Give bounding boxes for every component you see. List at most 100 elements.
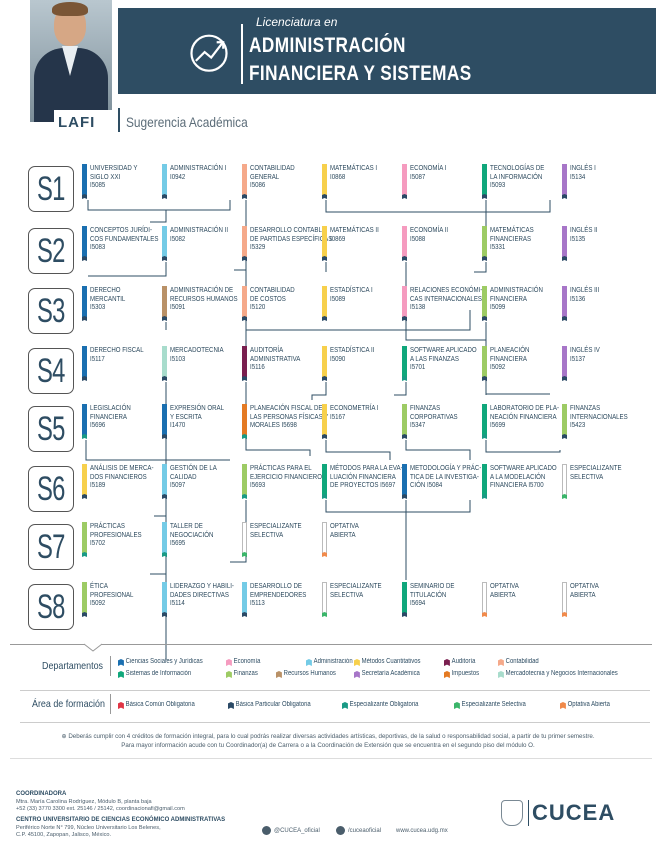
area-flag-icon [322, 256, 327, 261]
course-name: DOS FINANCIEROS [90, 471, 147, 481]
department-color-bar [82, 404, 87, 438]
department-color-bar [482, 404, 487, 438]
course-code: I5695 [170, 538, 186, 548]
course-name: CONTABILIDAD [250, 163, 295, 172]
course-name: SOFTWARE APLICADO [410, 345, 477, 354]
course-code: I5135 [570, 233, 586, 243]
department-color-bar [242, 164, 247, 198]
area-legend-item: Especializante Selectiva [454, 701, 526, 709]
flag-icon [306, 659, 312, 666]
area-flag-icon [242, 256, 247, 261]
facebook-icon [336, 826, 345, 835]
department-color-bar [82, 464, 87, 498]
department-color-bar [562, 286, 567, 320]
course-card: TECNOLOGÍAS DE LA INFORMACIÓN I5093 [482, 163, 554, 204]
course-code: I5696 [90, 420, 106, 430]
area-flag-icon [82, 494, 87, 499]
course-card: CONCEPTOS JURÍDI- COS FUNDAMENTALES I5083 [82, 225, 159, 266]
department-color-bar [562, 346, 567, 380]
department-color-bar [162, 226, 167, 260]
area-flag-icon [82, 552, 87, 557]
course-name: FINANCIERA [490, 353, 528, 363]
flag-icon [354, 671, 360, 678]
area-flag-icon [82, 376, 87, 381]
course-code: I5423 [570, 420, 586, 430]
course-code: I1470 [170, 420, 186, 430]
course-name: FINANCIERA [490, 293, 528, 303]
course-name: SELECTIVA [330, 589, 364, 599]
course-code: I5134 [570, 171, 586, 181]
department-legend-item: Métodos Cuantitativos [354, 658, 421, 666]
course-card: UNIVERSIDAD Y SIGLO XXI I5085 [82, 163, 154, 204]
header: LAFI Licenciatura en ADMINISTRACIÓN FINA… [0, 0, 656, 132]
course-card: AUDITORÍA ADMINISTRATIVA I5116 [242, 345, 314, 386]
flag-icon [444, 659, 450, 666]
course-name: ANÁLISIS DE MERCA- [90, 463, 154, 472]
department-color-bar [402, 286, 407, 320]
semester-label: S8 [28, 584, 74, 630]
area-flag-icon [82, 316, 87, 321]
course-name: EXPRESIÓN ORAL [170, 403, 224, 412]
course-code: I5136 [570, 293, 586, 303]
course-card: LABORATORIO DE PLA- NEACIÓN FINANCIERA I56… [482, 403, 559, 444]
divider [10, 644, 652, 645]
flag-icon [444, 671, 450, 678]
course-name: ABIERTA [490, 589, 516, 599]
area-flag-icon [402, 612, 407, 617]
flag-icon [342, 702, 348, 709]
course-card: ESTADÍSTICA II I5090 [322, 345, 394, 386]
course-name: MATEMÁTICAS II [330, 225, 379, 234]
course-name: PLANEACIÓN [490, 345, 530, 354]
course-name: OPTATIVA [570, 581, 599, 590]
course-code: I5167 [330, 411, 346, 421]
course-name: DADES DIRECTIVAS [170, 589, 229, 599]
course-name: INGLÉS IV [570, 345, 600, 354]
area-flag-icon [482, 434, 487, 439]
course-card: ESPECIALIZANTE SELECTIVA [242, 521, 314, 562]
course-card: PRÁCTICAS PARA EL EJERCICIO FINANCIERO I56… [242, 463, 322, 504]
course-card: MATEMÁTICAS II I0869 [322, 225, 394, 266]
area-legend-item: Optativa Abierta [560, 701, 610, 709]
course-name: ECONOMÍA II [410, 225, 449, 234]
course-name: EMPRENDEDORES [250, 589, 307, 599]
flag-icon [228, 702, 234, 709]
website-link[interactable]: www.cucea.udg.mx [396, 828, 448, 834]
area-flag-icon [322, 552, 327, 557]
twitter-link[interactable]: @CUCEA_oficial [262, 826, 320, 835]
department-color-bar [322, 464, 327, 498]
area-flag-icon [162, 552, 167, 557]
course-name: ÉTICA [90, 581, 108, 590]
department-color-bar [322, 346, 327, 380]
course-code: I0868 [330, 171, 346, 181]
department-legend-item: Sistemas de Información [118, 670, 191, 678]
course-card: SOFTWARE APLICADO A LA MODELACIÓN FINANCIE… [482, 463, 557, 504]
area-flag-icon [82, 612, 87, 617]
course-name: INGLÉS II [570, 225, 598, 234]
department-color-bar [402, 226, 407, 260]
course-name: LAS PERSONAS FÍSICAS Y [250, 411, 329, 421]
department-color-bar [402, 164, 407, 198]
course-card: SOFTWARE APLICADO A LAS FINANZAS I5701 [402, 345, 477, 386]
facebook-link[interactable]: /cuceaoficial [336, 826, 381, 835]
course-code: I5114 [170, 598, 185, 608]
course-card: ECONOMETRÍA I I5167 [322, 403, 394, 444]
coordinator-info: COORDINADORA Mtra. María Carolina Rodríg… [16, 791, 185, 813]
area-flag-icon [402, 494, 407, 499]
course-name: TITULACIÓN [410, 589, 447, 599]
course-card: FINANZAS INTERNACIONALES I5423 [562, 403, 634, 444]
course-name: ADMINISTRACIÓN [490, 285, 543, 294]
course-card: ANÁLISIS DE MERCA- DOS FINANCIEROS I5189 [82, 463, 154, 504]
department-color-bar [162, 582, 167, 616]
course-card: INGLÉS IV I5137 [562, 345, 634, 386]
department-color-bar [322, 404, 327, 438]
course-name: GENERAL [250, 171, 280, 181]
course-name: DE PROYECTOS I5697 [330, 480, 396, 490]
course-card: GESTIÓN DE LA CALIDAD I5097 [162, 463, 234, 504]
department-color-bar [562, 164, 567, 198]
course-code: I5089 [330, 293, 346, 303]
course-card: LEGISLACIÓN FINANCIERA I5696 [82, 403, 154, 444]
course-code: I5702 [90, 538, 106, 548]
department-legend-item: Recursos Humanos [276, 670, 336, 678]
course-name: COS FUNDAMENTALES [90, 233, 159, 243]
program-subtitle: Licenciatura en [256, 15, 338, 29]
